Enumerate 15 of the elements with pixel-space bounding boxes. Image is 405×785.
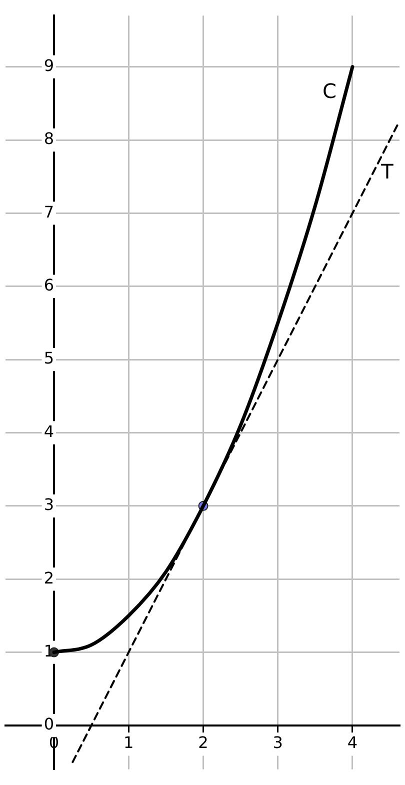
x-tick-label: 4: [347, 733, 358, 752]
y-tick-label: 0: [44, 714, 54, 734]
series-label: C: [322, 79, 336, 104]
x-tick-label: 3: [272, 733, 283, 752]
y-tick-label: 4: [44, 422, 54, 441]
x-tick-label: 1: [124, 733, 134, 752]
y-tick-label: 5: [44, 348, 54, 368]
x-tick-label: 2: [198, 733, 208, 752]
y-tick-label: 6: [44, 276, 54, 295]
y-tick-label: 8: [44, 129, 54, 148]
y-tick-label: 9: [44, 56, 54, 75]
y-tick-label: 3: [44, 495, 54, 514]
y-tick-label: 7: [44, 202, 54, 222]
series-label: T: [380, 160, 394, 184]
y-tick-label: 2: [44, 568, 54, 588]
